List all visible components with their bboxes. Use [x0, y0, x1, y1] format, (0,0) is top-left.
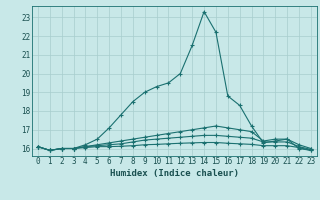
- X-axis label: Humidex (Indice chaleur): Humidex (Indice chaleur): [110, 169, 239, 178]
